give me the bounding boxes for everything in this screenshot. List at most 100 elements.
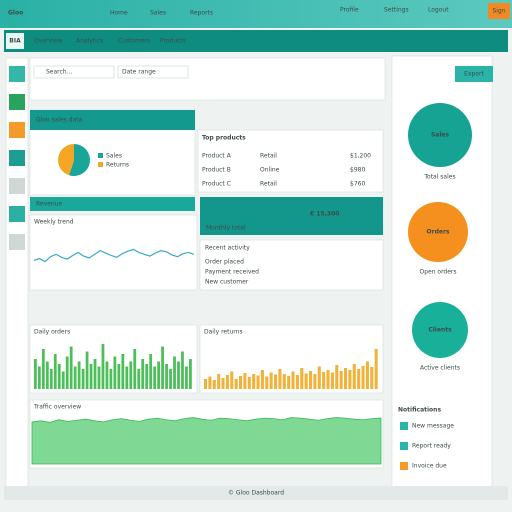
bar [287, 376, 291, 389]
search-input [33, 65, 115, 79]
pie-slice [58, 144, 74, 176]
side-icon [400, 442, 408, 450]
bar [278, 369, 282, 389]
sidebar-icon [9, 206, 25, 222]
kpi-label: Orders [427, 229, 450, 236]
nav-link[interactable]: Reports [190, 10, 213, 17]
list-item[interactable]: Payment received [205, 269, 259, 276]
chart-title: Traffic overview [33, 404, 81, 411]
range-placeholder: Date range [122, 69, 156, 76]
bar [300, 368, 304, 389]
sidebar-icon [9, 66, 25, 82]
list-item[interactable]: New customer [205, 279, 249, 286]
bar [57, 364, 61, 389]
bar [326, 370, 330, 389]
kpi-label: Clients [428, 327, 452, 334]
bar [69, 346, 73, 389]
bar [204, 379, 208, 389]
bar [89, 364, 93, 389]
bar [189, 359, 192, 389]
bar [348, 370, 352, 389]
bar [153, 366, 157, 389]
bar [177, 361, 180, 389]
side-list-item[interactable]: New message [412, 423, 454, 430]
export-label[interactable]: Export [464, 71, 484, 78]
toolbar-tab[interactable]: Customers [118, 38, 150, 45]
bar [265, 376, 269, 389]
bar [361, 366, 365, 389]
bar [34, 359, 37, 389]
side-list-item[interactable]: Report ready [412, 443, 451, 450]
bar [365, 361, 369, 389]
header-action[interactable]: Profile [340, 7, 359, 14]
kpi-circle [412, 302, 468, 358]
toolbar-brand-box [6, 33, 24, 49]
bar [113, 356, 117, 389]
export-button [455, 66, 493, 82]
bar [129, 361, 133, 389]
sidebar-icon [9, 178, 25, 194]
sidebar-icon [9, 234, 25, 250]
bar [117, 364, 121, 389]
bar [65, 356, 69, 389]
search-placeholder: Search... [46, 69, 72, 76]
header-action[interactable]: Logout [428, 7, 449, 14]
toolbar-tab[interactable]: Products [160, 38, 186, 45]
kpi-circle [408, 103, 472, 167]
side-list-item[interactable]: Invoice due [412, 463, 447, 470]
header [0, 0, 512, 28]
bar [274, 374, 278, 389]
side-icon [400, 422, 408, 430]
bar [339, 371, 343, 389]
header-action[interactable]: Settings [384, 7, 409, 14]
header-button [488, 3, 510, 19]
footer [4, 486, 508, 500]
legend-swatch [98, 162, 103, 167]
bar [185, 366, 188, 389]
bar [313, 374, 317, 389]
kpi-sub: Total sales [423, 174, 455, 181]
area [31, 417, 382, 465]
bar [45, 361, 49, 389]
bar [374, 349, 378, 389]
bar [145, 364, 149, 389]
line [33, 248, 195, 263]
bar [121, 354, 125, 389]
bar [49, 369, 53, 389]
toolbar-tab[interactable]: Overview [34, 38, 62, 45]
nav-link[interactable]: Home [110, 10, 128, 17]
table-cell: $760 [350, 181, 365, 188]
bar [230, 371, 234, 389]
bar [212, 380, 216, 389]
toolbar-tab[interactable]: Analytics [76, 38, 103, 45]
bar [370, 367, 374, 389]
bar [41, 349, 45, 389]
table-cell: Online [260, 167, 280, 174]
bar [37, 366, 41, 389]
bar [208, 376, 212, 389]
bar [217, 374, 221, 389]
table-cell: $980 [350, 167, 365, 174]
table-title: Top products [202, 135, 246, 142]
bar [256, 375, 260, 389]
bar [125, 366, 129, 389]
legend-swatch [98, 153, 103, 158]
header-button-label[interactable]: Sign [492, 8, 505, 15]
brand: Gloo [8, 10, 23, 17]
list-item[interactable]: Order placed [205, 259, 244, 266]
bar [105, 361, 109, 389]
bar [93, 359, 97, 389]
nav-link[interactable]: Sales [150, 10, 166, 17]
footer-text: © Gloo Dashboard [228, 490, 284, 497]
bar [260, 370, 264, 389]
bar [137, 369, 141, 389]
list-title: Recent activity [205, 245, 250, 252]
table-cell: Retail [260, 153, 277, 160]
bar [291, 371, 295, 389]
table-panel [197, 129, 384, 193]
filter-panel [29, 57, 386, 101]
bar [269, 372, 273, 389]
kpi-sub: Open orders [419, 269, 456, 276]
bar [109, 369, 113, 389]
